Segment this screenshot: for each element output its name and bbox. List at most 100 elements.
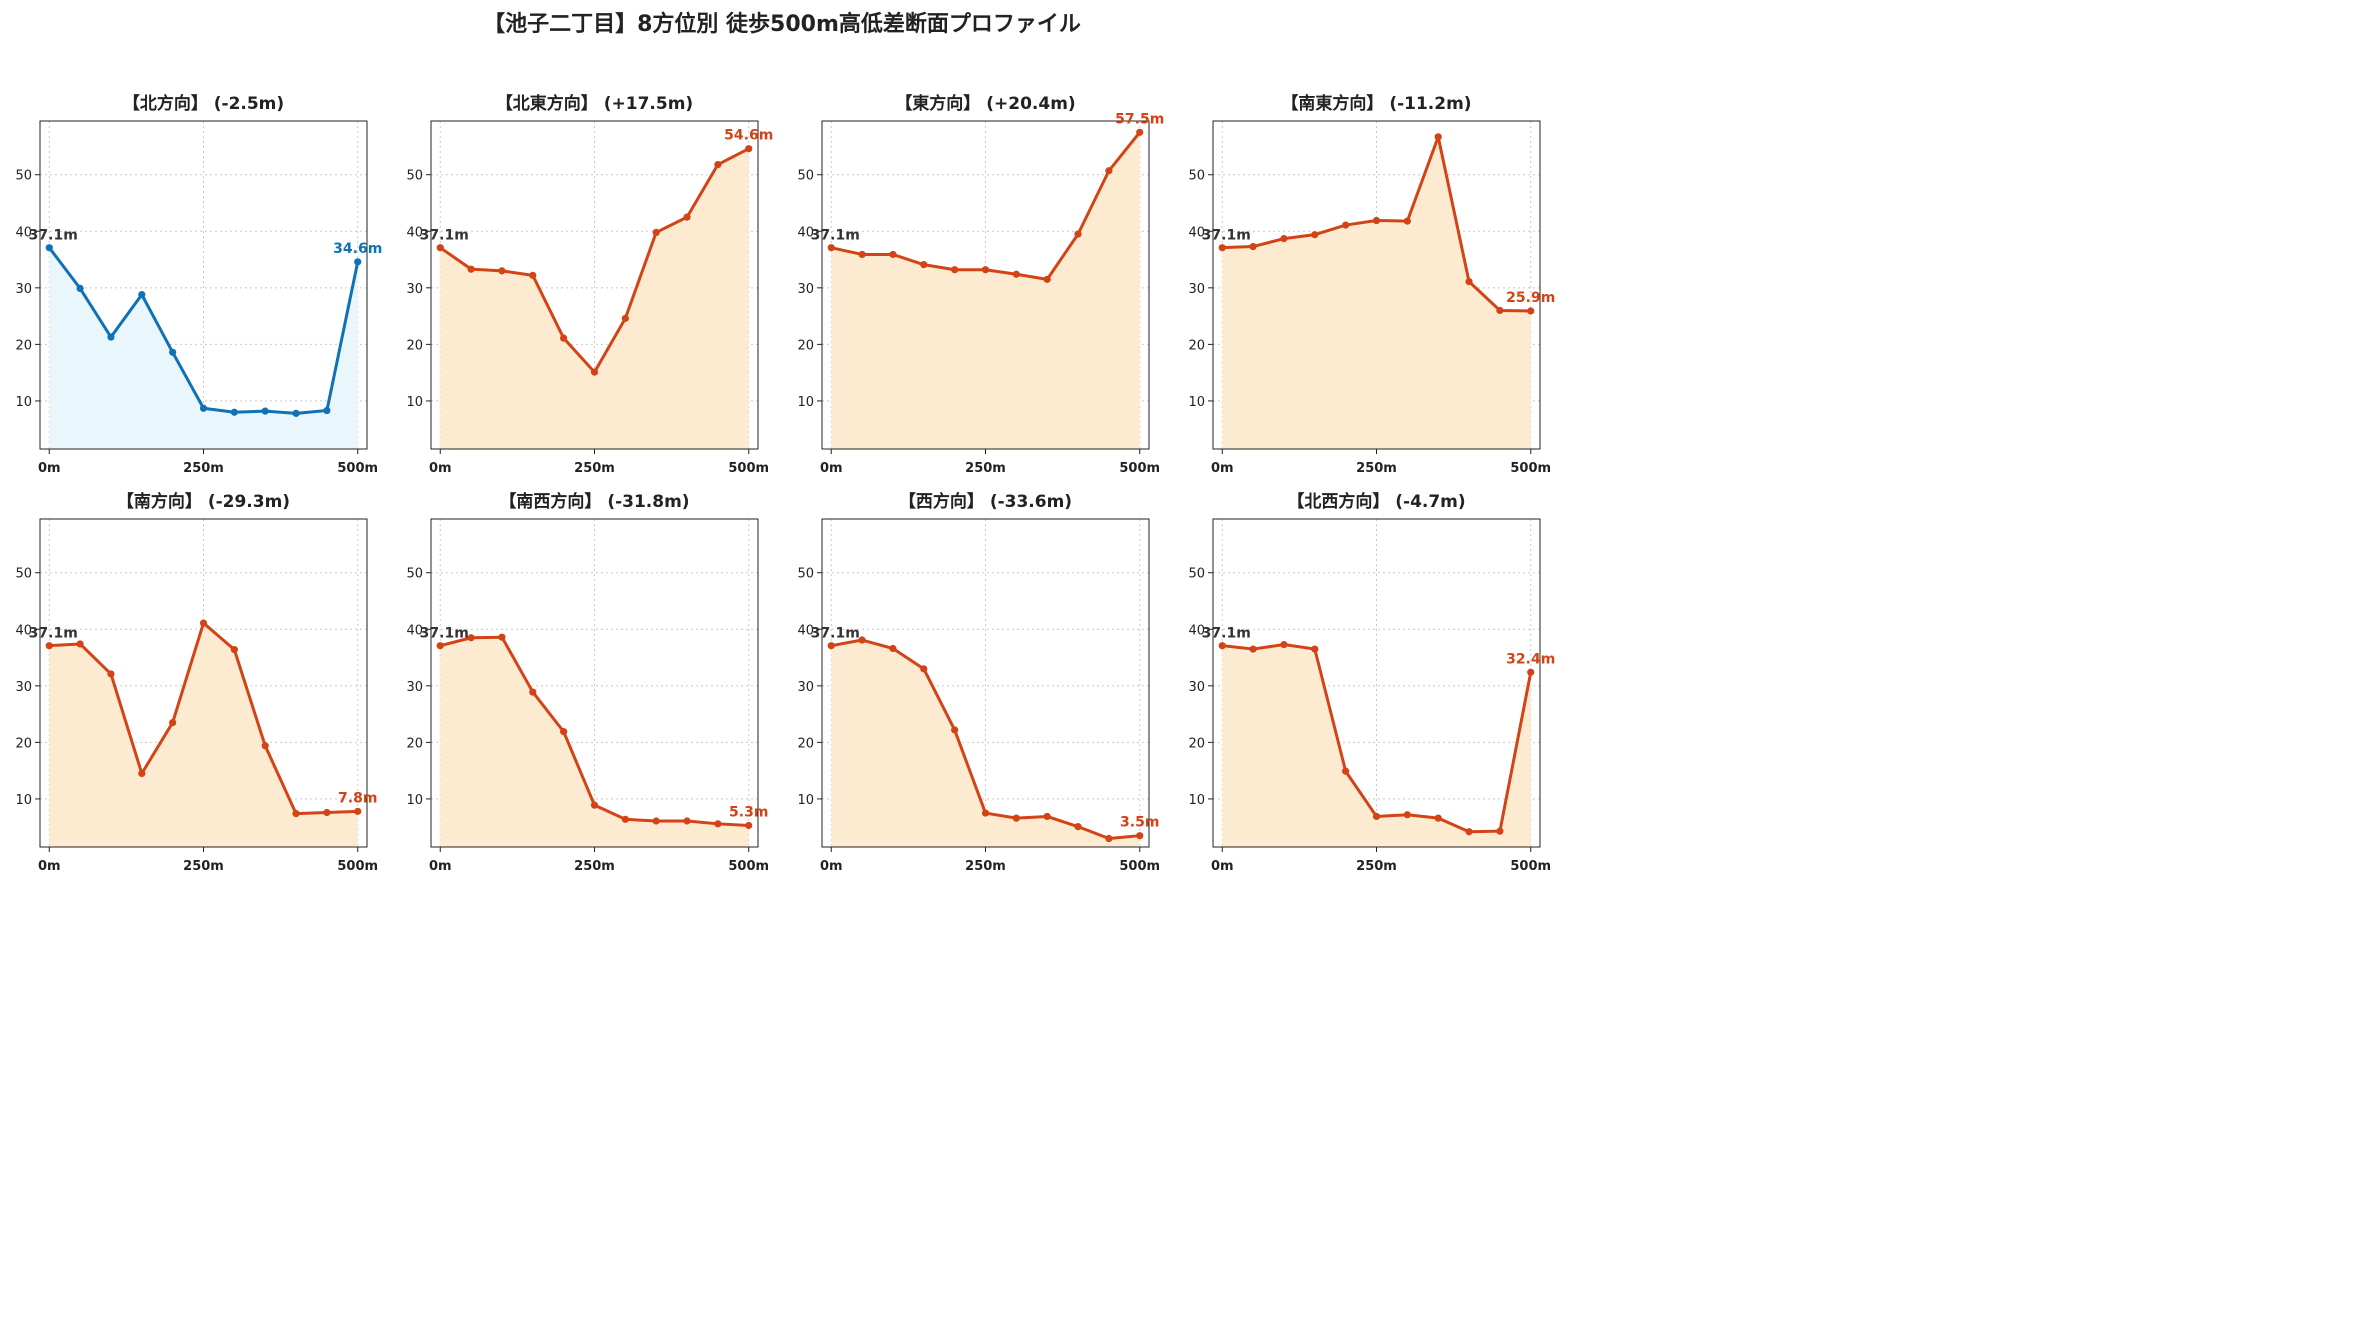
profile-point [827, 642, 835, 650]
end-value-label: 7.8m [338, 790, 377, 806]
x-tick-label: 0m [820, 859, 843, 874]
profile-point [107, 333, 115, 341]
profile-point [652, 817, 660, 825]
profile-area [440, 637, 749, 847]
profile-point [714, 160, 722, 169]
profile-point [1496, 827, 1504, 835]
profile-point [951, 726, 959, 734]
profile-point [590, 368, 599, 376]
profile-point [590, 801, 599, 809]
end-value-label: 34.6m [333, 241, 382, 257]
profile-point [436, 642, 444, 650]
x-tick-label: 500m [1510, 461, 1551, 476]
x-tick-label: 0m [38, 859, 61, 874]
y-tick-label: 20 [406, 338, 423, 353]
x-tick-label: 500m [728, 461, 769, 476]
y-tick-label: 50 [406, 169, 423, 184]
profile-point [920, 261, 928, 269]
panel-title: 【南方向】 (-29.3m) [117, 491, 290, 512]
y-tick-label: 10 [797, 793, 814, 808]
profile-area [831, 132, 1140, 449]
profile-point [981, 809, 990, 817]
profile-point [889, 644, 897, 653]
profile-area [49, 623, 358, 847]
profile-point [745, 821, 753, 830]
end-value-label: 5.3m [729, 805, 768, 821]
y-tick-label: 20 [1188, 338, 1205, 353]
y-tick-label: 10 [797, 395, 814, 410]
profile-point [169, 718, 177, 727]
profile-point [76, 284, 84, 292]
profile-point [1527, 307, 1535, 315]
x-tick-label: 250m [183, 461, 224, 476]
x-tick-label: 500m [1119, 859, 1160, 874]
profile-point [529, 271, 537, 279]
profile-point [199, 404, 208, 412]
profile-point [1074, 230, 1082, 238]
y-tick-label: 30 [1188, 680, 1205, 695]
y-tick-label: 50 [797, 169, 814, 184]
profile-point [560, 728, 568, 736]
profile-point [920, 665, 928, 673]
profile-point [230, 408, 238, 416]
profile-point [354, 807, 362, 815]
profile-point [683, 213, 691, 221]
profile-point [1012, 814, 1020, 822]
plot-frame [430, 120, 759, 450]
profile-point [621, 815, 629, 823]
profile-point [45, 642, 53, 650]
y-tick-label: 50 [797, 567, 814, 582]
profile-point [1311, 231, 1319, 239]
y-tick-label: 10 [15, 793, 32, 808]
profile-point [1136, 832, 1144, 840]
x-tick-label: 250m [965, 461, 1006, 476]
y-tick-label: 40 [797, 225, 814, 240]
panel-title: 【南東方向】 (-11.2m) [1281, 93, 1471, 114]
plot-frame [430, 518, 759, 848]
figure-title: 【池子二丁目】8方位別 徒歩500m高低差断面プロファイル [483, 12, 1081, 37]
profile-point [560, 334, 568, 342]
profile-point [1218, 642, 1226, 650]
x-tick-label: 250m [965, 859, 1006, 874]
profile-point [1280, 235, 1288, 243]
profile-point [1434, 814, 1442, 822]
plot-frame [39, 120, 368, 450]
x-tick-label: 0m [429, 461, 452, 476]
profile-point [1465, 278, 1473, 286]
x-tick-label: 0m [820, 461, 843, 476]
profile-point [889, 250, 897, 259]
profile-point [1249, 242, 1257, 251]
y-tick-label: 30 [1188, 282, 1205, 297]
profile-point [292, 409, 300, 417]
profile-point [529, 688, 537, 696]
profile-point [261, 407, 269, 415]
y-tick-label: 10 [1188, 793, 1205, 808]
x-tick-label: 500m [337, 859, 378, 874]
profile-area [1222, 644, 1531, 847]
profile-point [858, 636, 866, 644]
y-tick-label: 10 [15, 395, 32, 410]
y-tick-label: 30 [797, 282, 814, 297]
y-tick-label: 30 [406, 680, 423, 695]
y-tick-label: 10 [1188, 395, 1205, 410]
profile-point [1465, 828, 1473, 836]
y-tick-label: 20 [15, 338, 32, 353]
profile-point [1012, 270, 1020, 278]
panel-title: 【西方向】 (-33.6m) [899, 491, 1072, 512]
profile-point [323, 406, 331, 415]
profile-point [1074, 823, 1082, 831]
x-tick-label: 250m [183, 859, 224, 874]
profile-point [323, 808, 331, 817]
x-tick-label: 500m [337, 461, 378, 476]
plot-frame [1212, 120, 1541, 450]
y-tick-label: 40 [406, 225, 423, 240]
x-tick-label: 250m [1356, 859, 1397, 874]
panel-title: 【東方向】 (+20.4m) [895, 93, 1075, 114]
